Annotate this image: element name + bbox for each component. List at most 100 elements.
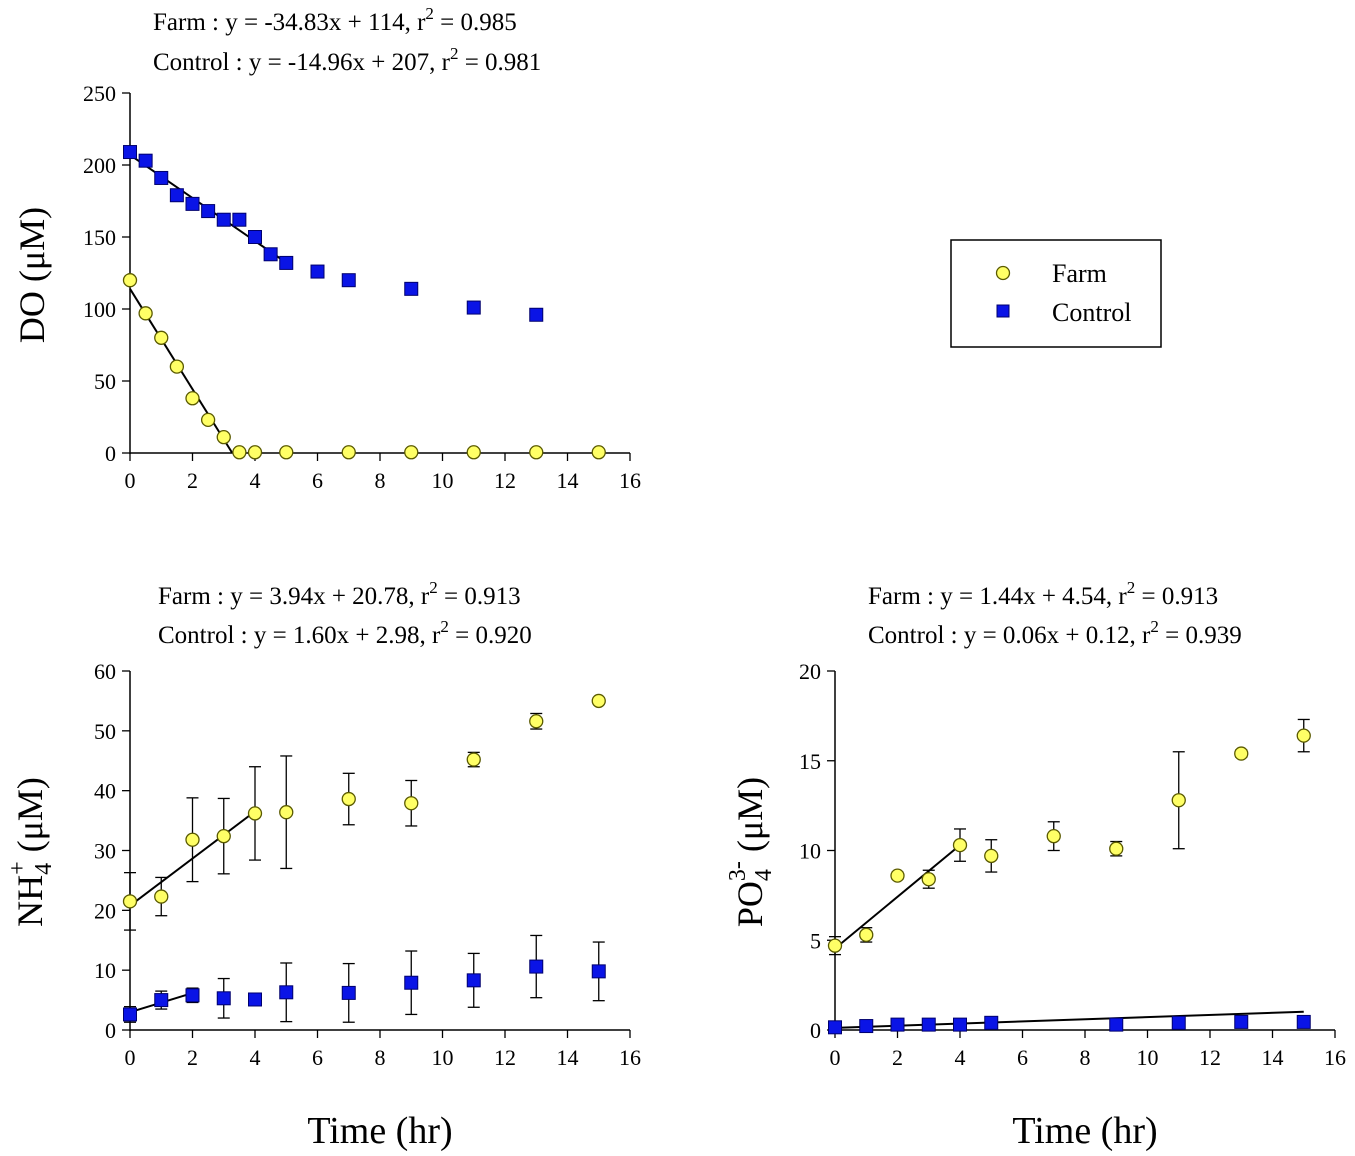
equation-superscript: 2	[450, 44, 459, 63]
y-tick-label: 150	[83, 225, 116, 250]
po4-equation-line-1: Farm : y = 1.44x + 4.54, r2 = 0.913	[868, 578, 1218, 610]
farm-point	[279, 445, 294, 460]
control-point	[591, 964, 606, 979]
control-point	[828, 1020, 842, 1035]
y-label-superscript: 3-	[725, 861, 751, 881]
nh4-equation-line-2: Control : y = 1.60x + 2.98, r2 = 0.920	[158, 617, 532, 649]
farm-point	[404, 796, 419, 811]
nh4-equation-line-1: Farm : y = 3.94x + 20.78, r2 = 0.913	[158, 578, 521, 610]
control-point	[953, 1017, 967, 1032]
farm-point	[169, 359, 185, 374]
control-point	[1109, 1017, 1124, 1032]
control-point	[1296, 1014, 1311, 1029]
x-tick-label: 16	[619, 468, 641, 493]
y-label-main: DO (μM)	[12, 207, 52, 343]
control-point	[123, 145, 137, 160]
x-tick-label: 10	[1137, 1045, 1159, 1070]
y-tick-label: 30	[94, 839, 116, 864]
control-square-icon	[996, 304, 1010, 318]
y-label-main: PO	[730, 881, 770, 927]
equation-text: Farm : y = 1.44x + 4.54, r	[868, 583, 1127, 610]
farm-point	[200, 412, 216, 428]
equation-text: Control : y = 1.60x + 2.98, r	[158, 622, 441, 649]
y-tick-label: 50	[94, 369, 116, 394]
control-point	[185, 196, 200, 211]
y-tick-label: 20	[94, 898, 116, 923]
equation-superscript: 2	[1127, 578, 1136, 597]
po4-x-axis-label: Time (hr)	[1012, 1110, 1157, 1152]
control-point	[404, 281, 419, 296]
y-tick-label: 250	[83, 81, 116, 106]
x-tick-label: 12	[1199, 1045, 1221, 1070]
control-point	[341, 985, 356, 1000]
equation-text: = 0.981	[458, 49, 541, 76]
control-point	[529, 307, 544, 322]
control-point	[123, 1007, 137, 1022]
x-tick-label: 2	[892, 1045, 903, 1070]
control-point	[890, 1017, 905, 1032]
y-tick-label: 10	[799, 839, 821, 864]
control-point	[341, 273, 356, 288]
control-point	[169, 188, 184, 203]
equation-text: = 0.913	[438, 583, 521, 610]
farm-point	[122, 894, 138, 909]
equation-superscript: 2	[440, 617, 449, 636]
legend-farm-label: Farm	[1052, 259, 1107, 288]
farm-point	[279, 805, 294, 820]
farm-point	[154, 889, 169, 904]
x-tick-label: 8	[375, 468, 386, 493]
po4-equation-line-2: Control : y = 0.06x + 0.12, r2 = 0.939	[868, 617, 1242, 649]
equation-text: = 0.913	[1135, 583, 1218, 610]
y-tick-label: 40	[94, 779, 116, 804]
farm-point	[1109, 841, 1124, 856]
farm-point	[341, 445, 356, 460]
equation-superscript: 2	[425, 4, 434, 23]
farm-point	[952, 837, 968, 853]
control-point	[138, 153, 153, 168]
x-tick-label: 4	[250, 1045, 261, 1070]
y-tick-label: 20	[799, 659, 821, 684]
x-tick-label: 0	[125, 468, 136, 493]
do-equation-line-2: Control : y = -14.96x + 207, r2 = 0.981	[153, 44, 541, 76]
farm-fit-line	[834, 844, 961, 950]
y-label-main: NH	[10, 875, 50, 927]
farm-point	[529, 714, 544, 729]
control-point	[154, 170, 169, 185]
control-point	[466, 300, 481, 315]
x-tick-label: 2	[187, 1045, 198, 1070]
panel-po4: Farm : y = 1.44x + 4.54, r2 = 0.913Contr…	[725, 578, 1346, 1152]
farm-point	[138, 306, 153, 321]
y-tick-label: 60	[94, 659, 116, 684]
control-point	[404, 975, 419, 990]
farm-point	[122, 273, 138, 288]
legend-box	[950, 239, 1162, 348]
farm-point	[859, 927, 874, 943]
y-tick-label: 5	[810, 928, 821, 953]
farm-point	[185, 391, 200, 406]
do-equation-line-1: Farm : y = -34.83x + 114, r2 = 0.985	[153, 4, 517, 36]
farm-point	[404, 445, 419, 460]
panel-do: Farm : y = -34.83x + 114, r2 = 0.985 Cont…	[12, 4, 641, 493]
x-tick-label: 4	[250, 468, 261, 493]
farm-point	[921, 872, 936, 887]
control-point	[185, 988, 200, 1003]
equation-text: Control : y = 0.06x + 0.12, r	[868, 622, 1151, 649]
x-tick-label: 14	[1262, 1045, 1284, 1070]
control-point	[984, 1015, 999, 1030]
x-tick-label: 0	[830, 1045, 841, 1070]
farm-point	[232, 445, 247, 460]
farm-point	[529, 445, 544, 460]
farm-point	[1046, 828, 1061, 844]
y-tick-label: 0	[105, 441, 116, 466]
farm-point	[185, 832, 200, 847]
x-tick-label: 10	[432, 1045, 454, 1070]
po4-y-axis-label: PO43- (μM)	[725, 777, 777, 927]
farm-point	[247, 445, 263, 460]
control-point	[201, 204, 216, 219]
control-point	[921, 1017, 936, 1032]
farm-point	[890, 868, 905, 883]
farm-point	[466, 752, 481, 767]
x-tick-label: 12	[494, 1045, 516, 1070]
x-tick-label: 6	[312, 1045, 323, 1070]
equation-text: = 0.985	[434, 9, 517, 36]
